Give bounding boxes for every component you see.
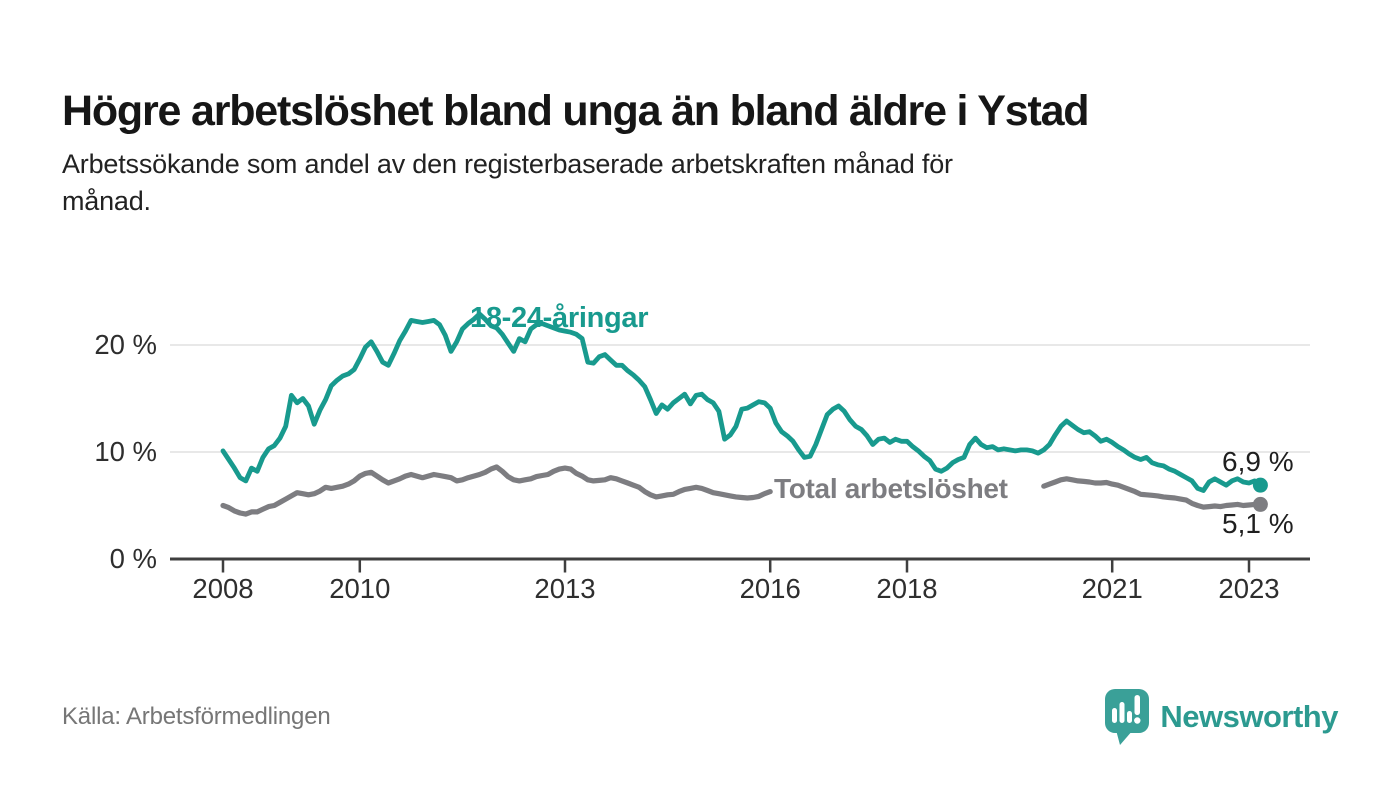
end-value-label-youth: 6,9 % <box>1222 446 1294 477</box>
chart-subtitle: Arbetssökande som andel av den registerb… <box>62 146 1312 220</box>
x-axis-label-2023: 2023 <box>1218 573 1279 604</box>
x-axis-label-2021: 2021 <box>1082 573 1143 604</box>
series-line-youth <box>220 311 1263 493</box>
series-end-dot-youth <box>1252 477 1268 493</box>
logo-bubble-tail <box>1116 730 1134 745</box>
source-note: Källa: Arbetsförmedlingen <box>62 703 331 730</box>
series-line-total-right <box>1041 476 1264 510</box>
x-axis-label-2016: 2016 <box>740 573 801 604</box>
x-axis-label-2008: 2008 <box>192 573 253 604</box>
y-axis-label-20: 20 % <box>94 329 157 360</box>
x-axis-label-2010: 2010 <box>329 573 390 604</box>
series-label-youth: 18-24-åringar <box>470 302 648 334</box>
series-label-total: Total arbetslöshet <box>774 473 1008 504</box>
chart-subtitle-line1: Arbetssökande som andel av den registerb… <box>62 149 953 179</box>
y-axis-label-10: 10 % <box>94 436 157 467</box>
newsworthy-wordmark: Newsworthy <box>1160 699 1338 734</box>
page-title: Högre arbetslöshet bland unga än bland ä… <box>62 86 1090 135</box>
end-value-label-total: 5,1 % <box>1222 508 1294 539</box>
y-axis-label-0: 0 % <box>110 543 157 574</box>
newsworthy-logo: Newsworthy <box>1104 688 1338 746</box>
chart-subtitle-line2: månad. <box>62 186 151 216</box>
x-axis-label-2013: 2013 <box>534 573 595 604</box>
series-line-total-left <box>220 464 773 517</box>
x-axis-label-2018: 2018 <box>876 573 937 604</box>
series-end-dot-total <box>1252 496 1268 512</box>
newsworthy-logo-icon <box>1105 689 1150 745</box>
